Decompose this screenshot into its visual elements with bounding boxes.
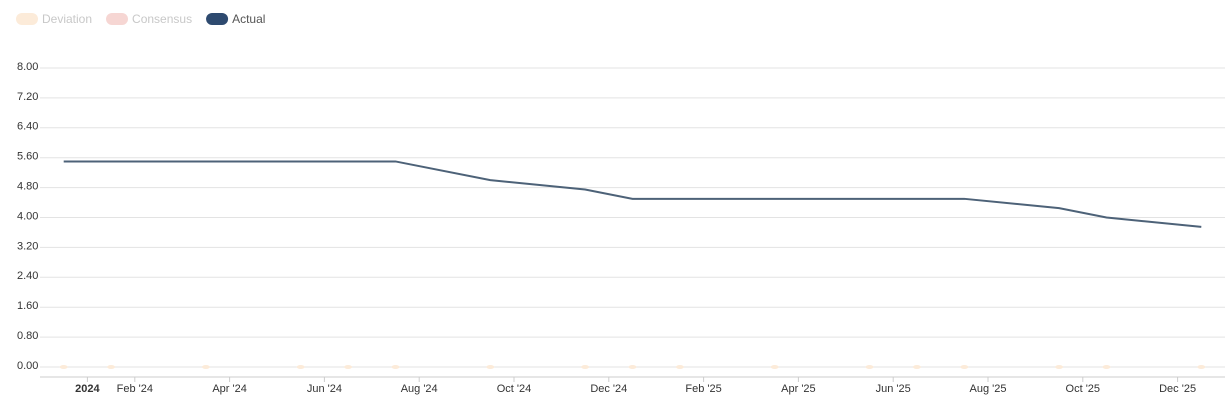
x-tick-label: Dec '25 — [1159, 383, 1196, 395]
deviation-dot — [770, 365, 779, 369]
deviation-dot — [391, 365, 400, 369]
x-tick-label: Oct '24 — [497, 383, 532, 395]
y-tick-label: 8.00 — [17, 61, 38, 73]
deviation-dot — [960, 365, 969, 369]
legend-label: Actual — [232, 12, 265, 26]
deviation-dot — [59, 365, 68, 369]
legend-label: Consensus — [132, 12, 192, 26]
x-tick-label: 2024 — [75, 383, 100, 395]
deviation-dot — [1055, 365, 1064, 369]
x-tick-label: Aug '24 — [401, 383, 438, 395]
y-tick-label: 4.00 — [17, 210, 38, 222]
x-tick-label: Feb '24 — [117, 383, 153, 395]
y-tick-label: 3.20 — [17, 240, 38, 252]
deviation-dot — [344, 365, 353, 369]
series-line — [63, 160, 1202, 228]
deviation-dot — [675, 365, 684, 369]
y-tick-label: 0.80 — [17, 330, 38, 342]
x-tick-label: Jun '24 — [307, 383, 342, 395]
y-tick-label: 5.60 — [17, 151, 38, 163]
deviation-dot — [486, 365, 495, 369]
x-tick-label: Dec '24 — [590, 383, 627, 395]
legend-swatch — [206, 13, 229, 25]
legend-label: Deviation — [42, 12, 92, 26]
y-tick-label: 7.20 — [17, 91, 38, 103]
deviation-dot — [296, 365, 305, 369]
y-tick-label: 6.40 — [17, 121, 38, 133]
legend-swatch — [106, 13, 129, 25]
deviation-dot — [581, 365, 590, 369]
y-tick-label: 4.80 — [17, 181, 38, 193]
legend-swatch — [16, 13, 38, 25]
deviation-dot — [107, 365, 116, 369]
y-tick-label: 1.60 — [17, 300, 38, 312]
deviation-dot — [1102, 365, 1111, 369]
y-tick-label: 0.00 — [17, 360, 38, 372]
x-tick-label: Aug '25 — [970, 383, 1007, 395]
y-tick-label: 2.40 — [17, 270, 38, 282]
x-tick-label: Apr '25 — [781, 383, 816, 395]
x-tick-label: Jun '25 — [876, 383, 911, 395]
deviation-dot — [628, 365, 637, 369]
x-tick-label: Oct '25 — [1066, 383, 1101, 395]
x-tick-label: Apr '24 — [212, 383, 247, 395]
x-tick-label: Feb '25 — [685, 383, 721, 395]
deviation-dot — [201, 365, 210, 369]
deviation-dot — [1197, 365, 1206, 369]
deviation-dot — [865, 365, 874, 369]
legend: Deviation Consensus Actual — [16, 12, 265, 26]
deviation-dot — [912, 365, 921, 369]
